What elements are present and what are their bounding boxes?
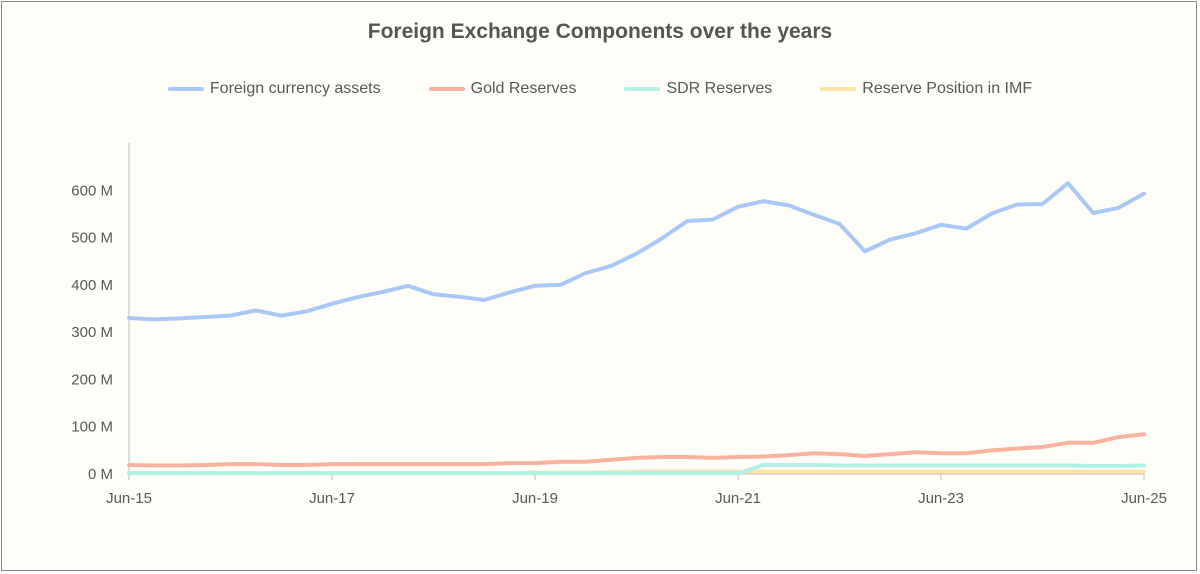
legend-label: Foreign currency assets: [209, 80, 381, 97]
x-tick-label: Jun-21: [715, 490, 761, 507]
legend-swatch-foreign-currency-assets: [167, 87, 204, 91]
legend-entry-gold-reserves: Gold Reserves: [428, 80, 577, 98]
legend-swatch-gold-reserves: [428, 87, 465, 91]
y-tick-label: 600 M: [71, 182, 113, 199]
legend: Foreign currency assets Gold Reserves SD…: [2, 80, 1198, 98]
legend-swatch-reserve-position-imf: [820, 87, 857, 91]
legend-entry-foreign-currency-assets: Foreign currency assets: [167, 80, 381, 98]
legend-entry-sdr-reserves: SDR Reserves: [624, 80, 772, 98]
series-line-sdr-reserves: [127, 463, 1146, 476]
y-tick-label: 400 M: [71, 277, 113, 294]
x-tick-label: Jun-15: [106, 490, 152, 507]
legend-label: Gold Reserves: [470, 80, 577, 97]
y-tick-label: 0 M: [88, 466, 113, 483]
series-line-gold-reserves: [127, 432, 1146, 468]
legend-label: SDR Reserves: [666, 80, 773, 97]
x-tick-label: Jun-25: [1121, 490, 1167, 507]
chart-title: Foreign Exchange Components over the yea…: [367, 20, 833, 43]
legend-label: Reserve Position in IMF: [862, 80, 1033, 97]
x-tick-label: Jun-19: [512, 490, 558, 507]
y-tick-label: 200 M: [71, 371, 113, 388]
y-tick-label: 300 M: [71, 324, 113, 341]
x-tick-label: Jun-23: [918, 490, 964, 507]
y-tick-label: 500 M: [71, 230, 113, 247]
y-tick-label: 100 M: [71, 419, 113, 436]
legend-entry-reserve-position-imf: Reserve Position in IMF: [820, 80, 1032, 98]
legend-swatch-sdr-reserves: [624, 87, 661, 91]
series-line-foreign-currency-assets: [127, 181, 1146, 322]
x-tick-label: Jun-17: [309, 490, 355, 507]
